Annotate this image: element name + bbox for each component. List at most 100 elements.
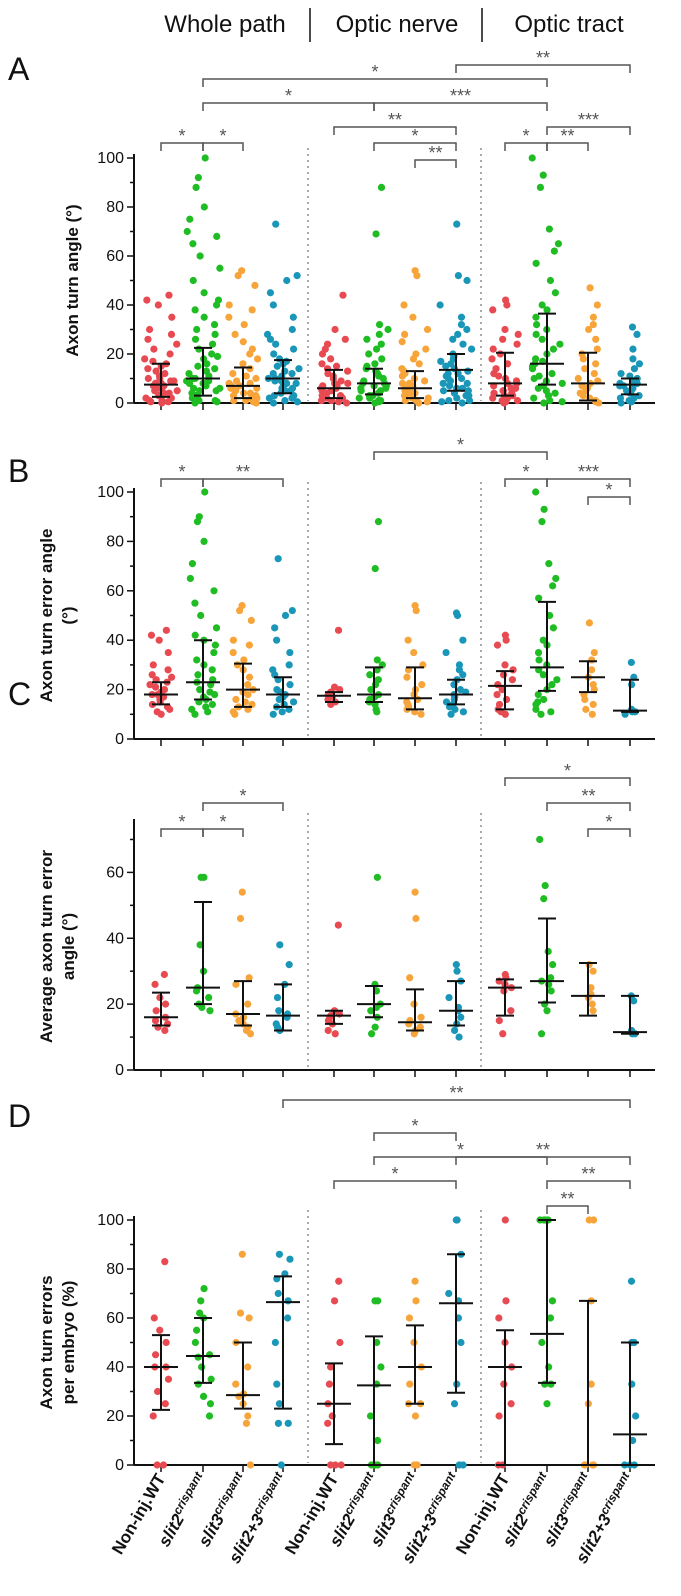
data-point bbox=[547, 974, 555, 982]
data-point bbox=[232, 980, 240, 988]
data-point bbox=[200, 1285, 208, 1293]
data-point bbox=[593, 301, 601, 309]
data-point bbox=[367, 686, 375, 694]
data-point bbox=[547, 987, 555, 995]
data-point bbox=[375, 330, 383, 338]
data-point bbox=[547, 708, 555, 716]
data-point bbox=[422, 345, 430, 353]
panel-d: D 0 20 40 60 80 100 Axon turn errors per embryo … bbox=[8, 1083, 655, 1474]
data-point bbox=[616, 382, 624, 390]
group-label-sup: crispant bbox=[555, 1469, 591, 1517]
data-point bbox=[245, 974, 253, 982]
data-point bbox=[459, 340, 467, 348]
data-point bbox=[200, 537, 208, 546]
significance-bracket bbox=[333, 126, 457, 135]
data-point bbox=[366, 394, 374, 402]
significance-bracket bbox=[202, 78, 548, 87]
significance-bracket bbox=[333, 1180, 457, 1189]
data-point bbox=[366, 1412, 375, 1420]
data-point bbox=[318, 350, 327, 358]
data-point bbox=[165, 291, 173, 299]
data-point bbox=[251, 281, 259, 289]
significance-bracket bbox=[504, 777, 631, 786]
y-tick-label: 20 bbox=[106, 346, 124, 363]
data-point bbox=[194, 1353, 202, 1361]
data-point bbox=[373, 708, 381, 716]
data-point bbox=[508, 676, 516, 684]
data-point bbox=[534, 648, 543, 657]
significance-label: ** bbox=[581, 786, 595, 806]
data-point bbox=[225, 301, 233, 309]
data-point bbox=[144, 365, 152, 373]
data-point bbox=[284, 1419, 292, 1427]
significance-bracket bbox=[546, 1205, 589, 1214]
significance-label: * bbox=[522, 462, 529, 482]
data-point bbox=[336, 1338, 344, 1347]
data-point bbox=[532, 330, 540, 338]
data-point bbox=[513, 340, 521, 348]
data-point bbox=[242, 372, 250, 380]
data-point bbox=[494, 372, 503, 380]
data-point bbox=[543, 1007, 551, 1015]
data-point bbox=[493, 690, 501, 699]
significance-label: * bbox=[239, 786, 246, 806]
data-point bbox=[534, 690, 542, 699]
data-point bbox=[331, 1030, 339, 1038]
data-point bbox=[197, 611, 205, 620]
significance-bracket bbox=[373, 1132, 457, 1141]
data-point bbox=[206, 1007, 214, 1015]
data-point bbox=[442, 648, 450, 657]
data-point bbox=[409, 313, 417, 321]
data-point bbox=[154, 301, 162, 309]
significance-bracket bbox=[414, 159, 457, 168]
data-point bbox=[549, 961, 557, 969]
data-point bbox=[273, 993, 282, 1002]
data-point bbox=[410, 1338, 418, 1347]
data-point bbox=[210, 648, 218, 657]
y-axis-label-line: Axon turn angle (°) bbox=[63, 204, 82, 356]
data-point bbox=[289, 345, 298, 353]
data-point bbox=[445, 993, 453, 1002]
data-point bbox=[191, 399, 199, 407]
data-point bbox=[208, 340, 217, 348]
data-point bbox=[532, 700, 540, 709]
data-point bbox=[326, 1461, 335, 1469]
significance-bracket bbox=[373, 142, 457, 151]
data-point bbox=[281, 396, 289, 405]
data-point bbox=[274, 1419, 283, 1427]
data-point bbox=[556, 340, 564, 348]
data-point bbox=[212, 624, 221, 632]
group-label-main: slit2+3 bbox=[572, 1510, 615, 1566]
y-tick-label: 0 bbox=[115, 1457, 124, 1474]
data-point bbox=[283, 276, 291, 285]
group-label-main: slit3 bbox=[540, 1510, 574, 1549]
data-point bbox=[371, 360, 379, 368]
data-point bbox=[211, 690, 219, 699]
significance-bracket bbox=[202, 828, 244, 837]
data-point bbox=[246, 1461, 255, 1469]
data-point bbox=[191, 710, 199, 718]
significance-bracket bbox=[546, 478, 631, 487]
data-point bbox=[247, 616, 255, 625]
data-point bbox=[208, 666, 216, 674]
data-point bbox=[589, 700, 597, 709]
data-point bbox=[160, 970, 168, 979]
group-label-main: slit3 bbox=[195, 1510, 229, 1549]
data-point bbox=[144, 335, 152, 343]
data-point bbox=[240, 656, 248, 664]
data-point bbox=[454, 272, 462, 280]
y-tick-label: 40 bbox=[106, 297, 124, 314]
data-point bbox=[276, 941, 284, 949]
data-point bbox=[275, 1400, 283, 1408]
data-point bbox=[239, 338, 247, 346]
data-point bbox=[373, 656, 381, 664]
data-point bbox=[548, 1297, 557, 1305]
data-point bbox=[588, 1000, 596, 1008]
data-point bbox=[205, 993, 213, 1002]
data-point bbox=[581, 365, 589, 373]
data-point bbox=[266, 335, 275, 343]
data-point bbox=[207, 1375, 215, 1383]
data-point bbox=[372, 230, 380, 238]
significance-label: *** bbox=[578, 462, 599, 482]
data-point bbox=[632, 1412, 640, 1420]
